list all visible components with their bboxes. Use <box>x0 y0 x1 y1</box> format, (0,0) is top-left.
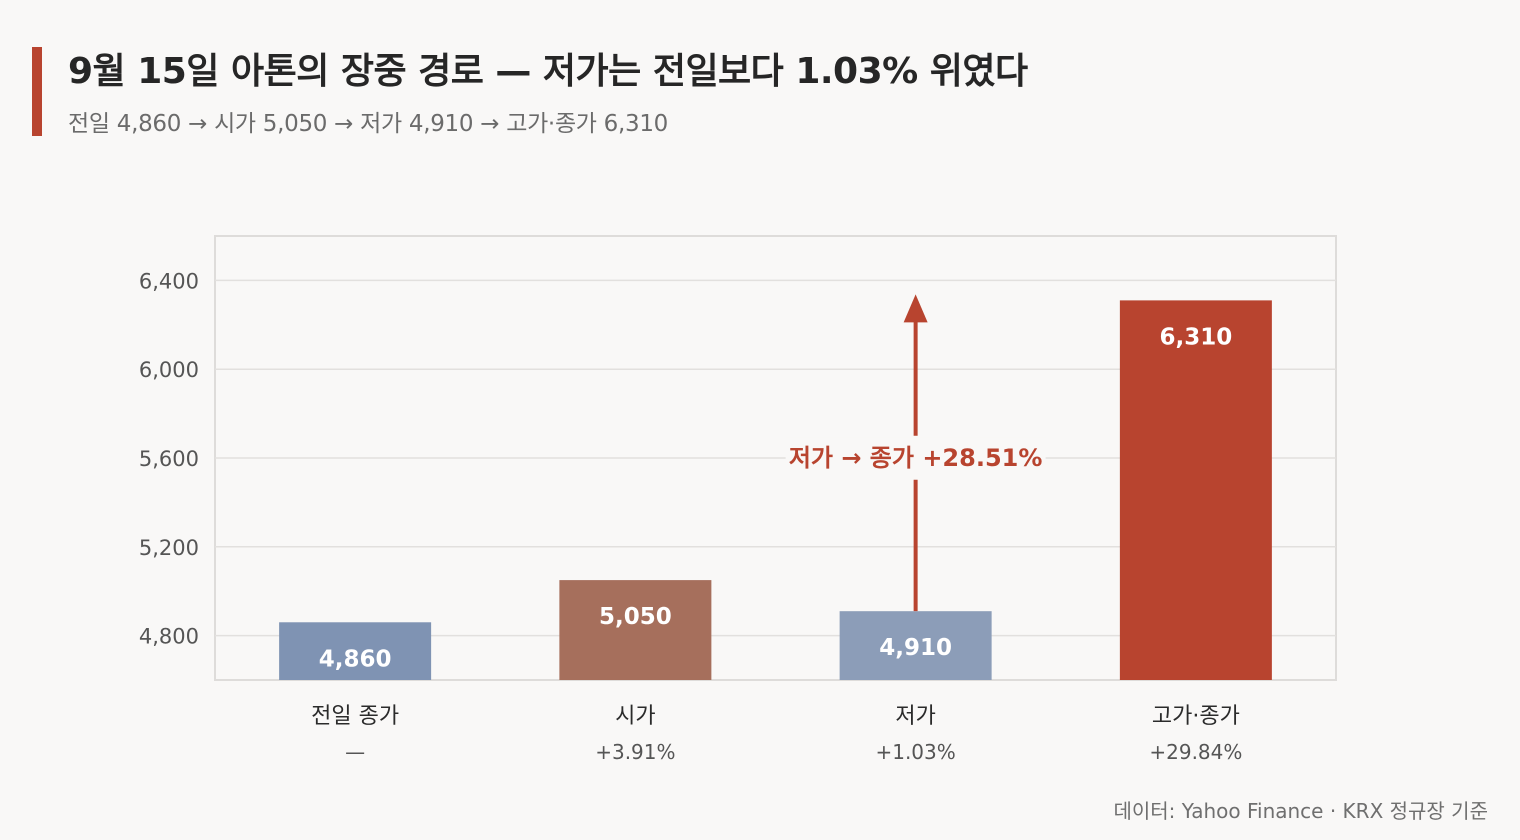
x-category-label: 시가 <box>615 704 655 729</box>
bar-value-label: 5,050 <box>599 604 672 630</box>
bar <box>839 611 992 680</box>
y-tick-label: 6,000 <box>139 358 199 382</box>
x-category-label: 전일 종가 <box>311 704 399 729</box>
bar-value-label: 4,860 <box>319 646 392 672</box>
y-tick-label: 5,600 <box>139 447 199 471</box>
y-tick-label: 6,400 <box>139 269 199 293</box>
x-category-label: 저가 <box>895 704 935 729</box>
annotation-arrow-head <box>903 294 928 323</box>
bar <box>1119 300 1272 680</box>
x-change-label: +3.91% <box>595 740 675 764</box>
chart-title: 9월 15일 아톤의 장중 경로 — 저가는 전일보다 1.03% 위였다 <box>68 51 1028 92</box>
annotation-label: 저가 → 종가 +28.51% <box>789 444 1043 472</box>
y-tick-label: 4,800 <box>139 625 199 649</box>
bar-value-label: 6,310 <box>1159 324 1232 350</box>
title-accent-bar <box>32 47 42 136</box>
x-change-label: +29.84% <box>1149 740 1242 764</box>
annotation-label-background <box>785 437 1046 476</box>
y-tick-label: 5,200 <box>139 536 199 560</box>
bar <box>559 580 712 680</box>
bar-value-label: 4,910 <box>879 635 952 661</box>
x-category-label: 고가·종가 <box>1152 704 1240 729</box>
x-change-label: — <box>345 740 365 764</box>
chart-subtitle: 전일 4,860 → 시가 5,050 → 저가 4,910 → 고가·종가 6… <box>68 111 669 137</box>
x-change-label: +1.03% <box>875 740 955 764</box>
data-source-note: 데이터: Yahoo Finance · KRX 정규장 기준 <box>1113 799 1488 823</box>
bar <box>279 622 432 680</box>
